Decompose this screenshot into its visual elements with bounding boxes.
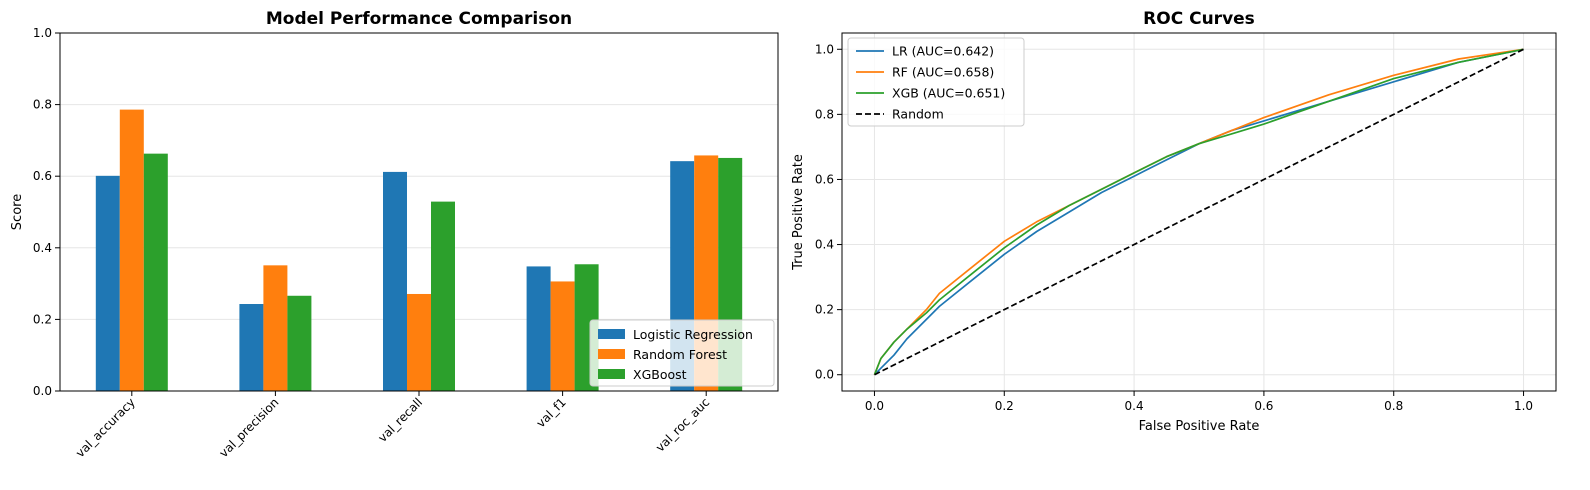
bar-legend-swatch [598, 329, 625, 339]
bar-legend-swatch [598, 369, 625, 379]
roc-curve [873, 48, 1524, 376]
bar-y-tick-label: 0.6 [33, 169, 52, 183]
bar-y-tick-label: 1.0 [33, 26, 52, 40]
roc-y-tick-label: 0.4 [815, 238, 834, 252]
bar-legend-swatch [598, 349, 625, 359]
roc-lines [873, 48, 1524, 376]
bar-y-tick-label: 0.8 [33, 98, 52, 112]
bar [143, 153, 168, 391]
roc-y-tick-label: 0.0 [815, 368, 834, 382]
roc-x-axis-label: False Positive Rate [1139, 419, 1260, 434]
bar [95, 175, 120, 391]
roc-y-axis-label: True Positive Rate [791, 154, 806, 271]
roc-chart-panel: 0.0 0.2 0.4 0.6 0.8 1.0 0.0 0.2 0.4 0.6 0.8 1.0 RO… [791, 9, 1557, 434]
bar-chart-title: Model Performance Comparison [266, 9, 572, 29]
bar-x-tick-label: val_precision [217, 395, 282, 460]
roc-x-tick-label: 1.0 [1514, 399, 1533, 413]
bar-x-ticks: val_accuracy val_precision val_recall val_f… [73, 391, 712, 460]
bar-legend-label: XGBoost [633, 367, 687, 382]
bar-chart-panel: 0.0 0.2 0.4 0.6 0.8 1.0 val_accuracy val_preci… [10, 9, 779, 460]
roc-legend: LR (AUC=0.642) RF (AUC=0.658) XGB (AUC=0.6… [847, 37, 1025, 127]
roc-x-ticks: 0.0 0.2 0.4 0.6 0.8 1.0 [865, 391, 1533, 413]
roc-y-ticks: 0.0 0.2 0.4 0.6 0.8 1.0 [815, 42, 842, 382]
roc-y-tick-label: 0.6 [815, 172, 834, 186]
bar [550, 281, 575, 391]
bar-x-tick-label: val_f1 [534, 395, 569, 430]
bar-y-tick-label: 0.4 [33, 241, 52, 255]
bar-legend-label: Random Forest [633, 347, 727, 362]
roc-x-tick-label: 0.2 [995, 399, 1014, 413]
bar [263, 265, 288, 391]
bar [383, 171, 407, 391]
bar [239, 304, 264, 391]
bar-x-tick-label: val_accuracy [73, 395, 138, 460]
bar-x-tick-label: val_recall [375, 395, 425, 445]
bar-y-ticks: 0.0 0.2 0.4 0.6 0.8 1.0 [33, 26, 60, 398]
bar [431, 201, 455, 391]
bar-legend-label: Logistic Regression [633, 327, 753, 342]
bar-y-tick-label: 0.2 [33, 312, 52, 326]
bar-legend-box [589, 319, 775, 387]
roc-plot-frame [841, 32, 1557, 392]
bar [119, 109, 144, 391]
bar [526, 266, 551, 391]
roc-y-tick-label: 0.2 [815, 303, 834, 317]
roc-x-tick-label: 0.6 [1254, 399, 1273, 413]
roc-legend-label: Random [892, 107, 944, 122]
roc-y-tick-label: 0.8 [815, 107, 834, 121]
bar [407, 293, 431, 391]
roc-x-tick-label: 0.4 [1125, 399, 1144, 413]
roc-y-tick-label: 1.0 [815, 42, 834, 56]
roc-legend-label: LR (AUC=0.642) [892, 44, 994, 59]
roc-legend-label: XGB (AUC=0.651) [892, 86, 1005, 101]
roc-chart-title: ROC Curves [1143, 9, 1255, 29]
roc-curve [874, 48, 1524, 376]
bar-y-tick-label: 0.0 [33, 384, 52, 398]
bar-y-axis-label: Score [10, 194, 25, 230]
roc-x-tick-label: 0.8 [1384, 399, 1403, 413]
bar-legend: Logistic Regression Random Forest XGBoost [589, 319, 775, 387]
roc-legend-label: RF (AUC=0.658) [892, 65, 994, 80]
bar [287, 295, 312, 391]
roc-x-tick-label: 0.0 [865, 399, 884, 413]
roc-grid [842, 33, 1556, 391]
roc-legend-box [847, 37, 1025, 127]
bar-x-tick-label: val_roc_auc [653, 395, 712, 454]
